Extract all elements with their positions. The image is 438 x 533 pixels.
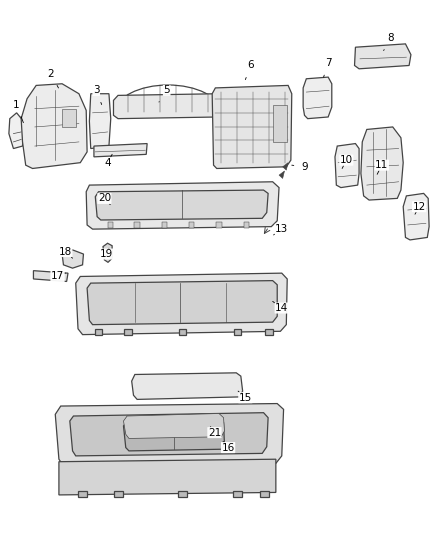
- Polygon shape: [94, 143, 147, 157]
- Polygon shape: [124, 419, 224, 451]
- Text: 3: 3: [93, 85, 102, 104]
- Polygon shape: [55, 403, 283, 466]
- Text: 2: 2: [47, 69, 59, 88]
- Ellipse shape: [203, 378, 224, 393]
- Polygon shape: [403, 193, 429, 240]
- Polygon shape: [114, 491, 124, 497]
- Polygon shape: [179, 329, 186, 335]
- Polygon shape: [9, 113, 24, 149]
- Text: 18: 18: [59, 247, 73, 258]
- Bar: [216, 222, 222, 228]
- Polygon shape: [21, 84, 87, 168]
- Bar: [134, 222, 140, 228]
- Text: 6: 6: [245, 60, 254, 79]
- Text: 21: 21: [208, 426, 221, 438]
- Polygon shape: [33, 271, 68, 281]
- Polygon shape: [132, 373, 243, 399]
- Polygon shape: [124, 329, 132, 335]
- Polygon shape: [212, 85, 292, 168]
- Text: 20: 20: [98, 193, 111, 205]
- Polygon shape: [303, 77, 332, 119]
- Ellipse shape: [150, 378, 170, 393]
- Polygon shape: [89, 94, 111, 149]
- Text: 9: 9: [292, 162, 308, 172]
- Text: 5: 5: [159, 85, 170, 102]
- Text: 13: 13: [274, 224, 288, 235]
- Text: 11: 11: [375, 160, 389, 174]
- Bar: [62, 109, 76, 127]
- Bar: [189, 222, 194, 228]
- Polygon shape: [70, 413, 268, 456]
- Polygon shape: [178, 491, 187, 497]
- Polygon shape: [283, 163, 288, 170]
- Polygon shape: [335, 143, 359, 188]
- Text: 8: 8: [384, 33, 394, 51]
- Polygon shape: [265, 329, 273, 335]
- Text: 14: 14: [273, 301, 288, 313]
- Polygon shape: [361, 127, 403, 200]
- Polygon shape: [86, 182, 279, 229]
- Polygon shape: [233, 329, 241, 335]
- Bar: [244, 222, 249, 228]
- Text: 17: 17: [51, 271, 65, 281]
- Polygon shape: [233, 491, 242, 497]
- Polygon shape: [354, 44, 411, 69]
- Polygon shape: [103, 243, 112, 262]
- Text: 19: 19: [99, 248, 113, 259]
- Bar: [273, 104, 287, 142]
- Polygon shape: [95, 329, 102, 335]
- Polygon shape: [76, 273, 287, 335]
- Polygon shape: [87, 280, 277, 325]
- Polygon shape: [260, 491, 269, 497]
- Polygon shape: [59, 459, 276, 495]
- Text: 4: 4: [104, 155, 112, 168]
- Polygon shape: [78, 491, 87, 497]
- Text: 15: 15: [238, 391, 252, 403]
- Text: 16: 16: [222, 441, 235, 453]
- Circle shape: [96, 115, 105, 132]
- Text: 12: 12: [413, 201, 426, 214]
- Polygon shape: [62, 250, 84, 268]
- Polygon shape: [124, 414, 224, 439]
- Bar: [108, 222, 113, 228]
- Polygon shape: [95, 190, 268, 220]
- Text: 1: 1: [13, 100, 23, 123]
- Polygon shape: [113, 94, 221, 119]
- Polygon shape: [279, 171, 285, 179]
- Text: 7: 7: [324, 58, 332, 77]
- Text: 10: 10: [340, 155, 353, 168]
- Bar: [162, 222, 167, 228]
